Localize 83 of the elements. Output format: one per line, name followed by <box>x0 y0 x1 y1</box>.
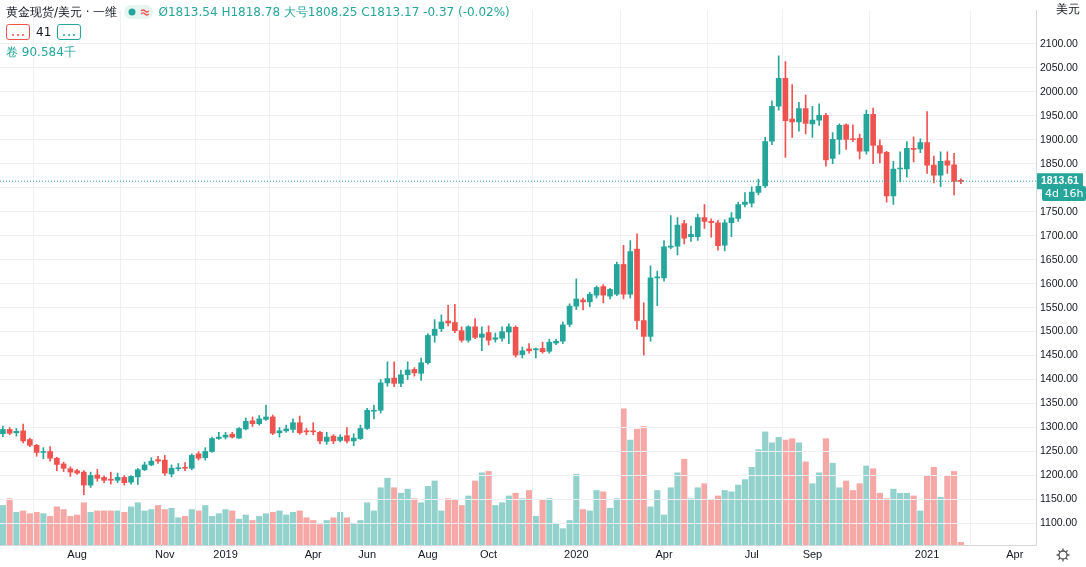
y-tick-label: 1400.00 <box>1040 372 1079 385</box>
bar <box>323 520 330 545</box>
bar <box>181 516 189 545</box>
bar <box>795 442 803 545</box>
x-tick-label: Oct <box>480 547 498 560</box>
bar <box>802 461 809 545</box>
x-tick-label: Jun <box>358 547 377 560</box>
bar <box>478 472 485 545</box>
x-tick-label: Aug <box>418 547 438 560</box>
bar <box>512 492 519 545</box>
bar <box>188 509 195 545</box>
bar <box>539 499 546 545</box>
y-tick-label: 1100.00 <box>1040 516 1078 529</box>
bar <box>620 408 627 545</box>
bar <box>681 458 688 545</box>
bar <box>937 496 944 545</box>
y-tick-label: 2000.00 <box>1040 84 1079 97</box>
candlestick <box>816 103 822 126</box>
bar <box>472 480 479 545</box>
y-tick-label: 1150.00 <box>1040 492 1078 505</box>
bar <box>411 498 418 545</box>
x-tick-label: Nov <box>155 547 176 560</box>
y-tick-label: 1550.00 <box>1040 300 1079 313</box>
bar <box>485 471 492 545</box>
x-tick-label: Apr <box>655 547 673 560</box>
x-tick-label: Sep <box>802 547 823 560</box>
y-tick-label: 1350.00 <box>1040 396 1079 409</box>
y-tick-label: 1450.00 <box>1040 348 1079 361</box>
bar <box>195 510 202 545</box>
bar <box>532 516 539 545</box>
bar <box>822 438 829 545</box>
bar <box>917 510 924 545</box>
text: 4d 16h <box>1042 186 1086 201</box>
y-tick-label: 1300.00 <box>1040 420 1079 433</box>
bar <box>579 509 587 545</box>
y-tick-label: 1750.00 <box>1040 204 1079 217</box>
x-tick-label: 2019 <box>213 547 238 560</box>
y-tick-label: 1700.00 <box>1040 228 1079 241</box>
bar <box>863 465 870 545</box>
bar <box>269 511 276 545</box>
y-tick-label: 1900.00 <box>1040 132 1079 145</box>
y-tick-label: 1200.00 <box>1040 468 1079 481</box>
candlestick <box>391 361 397 388</box>
bar <box>343 517 351 545</box>
y-tick-label: 2100.00 <box>1040 36 1079 49</box>
annotation: 41 <box>36 24 52 41</box>
bar <box>600 491 607 545</box>
y-tick-label: 1950.00 <box>1040 108 1079 121</box>
candlestick <box>182 462 188 471</box>
y-tick-label: 1500.00 <box>1040 324 1079 337</box>
bar <box>6 498 13 545</box>
annotation: 卷 90.584千 <box>6 44 76 61</box>
x-tick-label: Apr <box>304 547 323 560</box>
x-tick-label: Jul <box>744 547 759 560</box>
bar <box>910 495 917 545</box>
bar <box>229 510 236 545</box>
ref-line-label: 1813.61 <box>1041 174 1080 187</box>
bar <box>121 511 128 545</box>
x-tick-label: Apr <box>1006 547 1024 560</box>
y-axis-title: 美元 <box>1056 1 1080 18</box>
x-tick-label: 2020 <box>564 547 589 560</box>
bar <box>13 511 20 545</box>
y-tick-label: 1250.00 <box>1040 444 1079 457</box>
candlestick <box>479 326 485 352</box>
bar <box>526 490 533 545</box>
bar <box>627 439 634 545</box>
bar <box>391 487 398 545</box>
y-tick-label: 1650.00 <box>1040 252 1079 265</box>
bar <box>249 520 256 545</box>
x-tick-label: 2021 <box>914 547 940 560</box>
bar <box>87 511 94 545</box>
bar <box>0 505 6 545</box>
y-tick-label: 1600.00 <box>1040 276 1079 289</box>
x-tick-label: Aug <box>67 547 87 560</box>
annotation: Ø1813.54 H1818.78 大号1808.25 C1813.17 -0.37 (-0.02%) <box>158 4 510 21</box>
bar <box>519 498 526 545</box>
y-tick-label: 2050.00 <box>1040 60 1079 73</box>
y-tick-label: 1850.00 <box>1040 156 1079 169</box>
bar <box>40 513 47 545</box>
bar <box>330 517 337 545</box>
bar <box>114 510 121 545</box>
chart-title: 黄金现货/美元 · 一维 <box>6 4 118 21</box>
bar <box>465 495 472 545</box>
